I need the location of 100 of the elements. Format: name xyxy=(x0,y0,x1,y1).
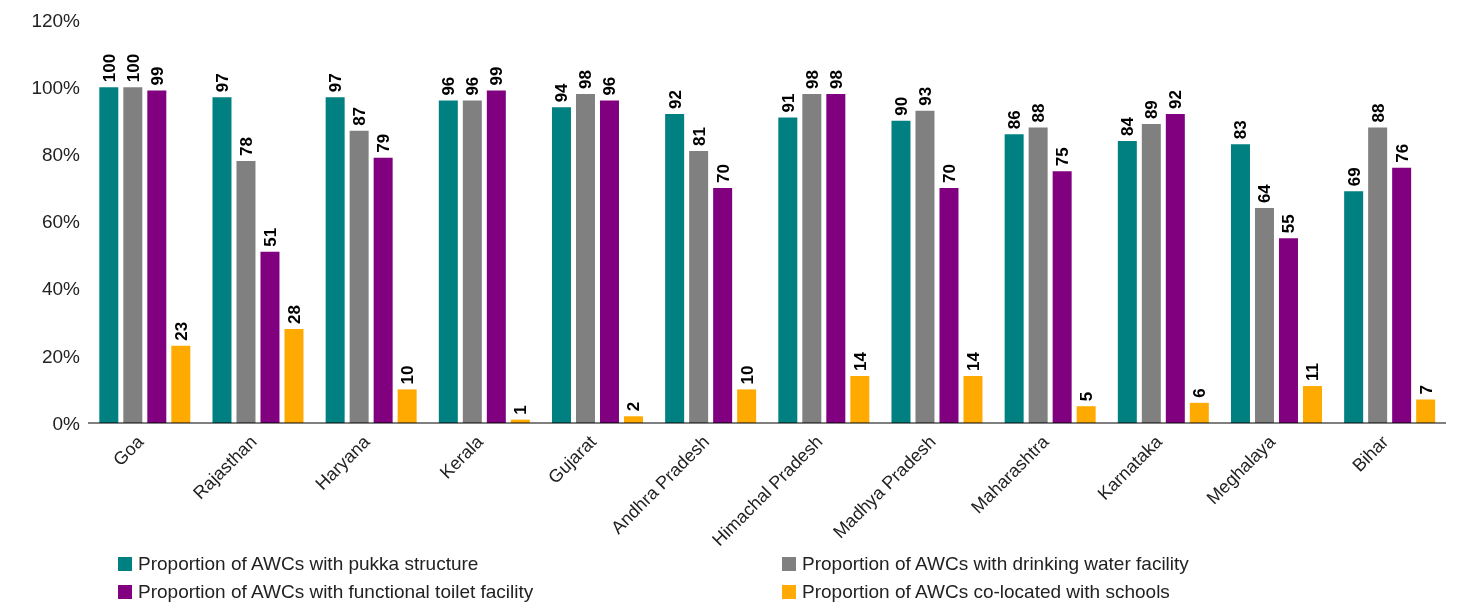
data-label: 91 xyxy=(778,93,798,113)
data-label: 70 xyxy=(939,163,959,183)
data-label: 55 xyxy=(1279,214,1299,234)
bar xyxy=(1278,238,1298,423)
data-label: 93 xyxy=(915,86,935,106)
data-label: 98 xyxy=(576,69,596,89)
y-tick-label: 20% xyxy=(41,345,81,367)
bar xyxy=(1230,144,1250,423)
data-label: 83 xyxy=(1231,120,1251,140)
bar xyxy=(737,389,757,423)
data-label: 81 xyxy=(689,127,709,146)
legend-label: Proportion of AWCs with pukka structure xyxy=(138,553,479,575)
data-label: 96 xyxy=(439,76,459,96)
data-label: 94 xyxy=(552,82,572,103)
data-label: 89 xyxy=(1142,100,1162,120)
x-tick-label: Goa xyxy=(109,430,149,470)
data-label: 5 xyxy=(1077,391,1097,402)
bar xyxy=(575,93,595,423)
legend-label: Proportion of AWCs co-located with schools xyxy=(802,581,1170,603)
data-label: 76 xyxy=(1392,143,1412,163)
data-label: 88 xyxy=(1029,103,1049,123)
bar xyxy=(826,93,846,423)
data-label: 78 xyxy=(236,137,256,157)
bar xyxy=(1117,140,1137,423)
data-label: 14 xyxy=(850,351,870,371)
data-label: 1 xyxy=(511,405,531,415)
data-label: 88 xyxy=(1368,103,1388,123)
bar xyxy=(99,87,119,423)
data-label: 96 xyxy=(600,76,620,96)
data-label: 10 xyxy=(737,365,757,385)
data-label: 97 xyxy=(326,73,346,93)
bar xyxy=(599,100,619,423)
bar xyxy=(665,114,685,423)
data-label: 98 xyxy=(802,69,822,89)
bar xyxy=(438,100,458,423)
bar xyxy=(325,97,345,423)
data-label: 2 xyxy=(624,401,644,412)
data-label: 11 xyxy=(1303,363,1323,382)
data-label: 7 xyxy=(1416,385,1436,395)
legend-label: Proportion of AWCs with drinking water facility xyxy=(802,553,1189,575)
data-label: 96 xyxy=(463,76,483,96)
data-label: 14 xyxy=(963,351,983,371)
data-label: 64 xyxy=(1255,183,1275,204)
y-tick-label: 100% xyxy=(31,76,81,98)
bar xyxy=(802,93,822,423)
bar xyxy=(171,345,191,423)
bar xyxy=(486,90,506,423)
bar xyxy=(891,120,911,423)
bar xyxy=(915,110,935,423)
data-label: 100 xyxy=(99,53,119,83)
data-label: 6 xyxy=(1190,388,1210,398)
bar xyxy=(1189,402,1209,423)
data-label: 84 xyxy=(1118,116,1138,136)
data-label: 23 xyxy=(171,321,191,341)
bar xyxy=(963,375,983,423)
y-tick-label: 120% xyxy=(31,9,81,31)
bar xyxy=(713,187,733,423)
data-label: 90 xyxy=(891,96,911,116)
bar xyxy=(1076,406,1096,423)
bar xyxy=(236,161,256,423)
bar xyxy=(1141,124,1161,423)
y-tick-label: 40% xyxy=(41,278,81,300)
bar xyxy=(1416,399,1436,423)
data-label: 92 xyxy=(1166,90,1186,110)
bar xyxy=(123,87,143,423)
bar xyxy=(778,117,798,423)
bar xyxy=(349,130,369,423)
y-tick-label: 80% xyxy=(41,144,81,166)
data-label: 92 xyxy=(665,90,685,110)
data-label: 87 xyxy=(350,106,370,126)
data-label: 10 xyxy=(398,365,418,385)
bar xyxy=(147,90,167,423)
bar xyxy=(212,97,232,423)
data-label: 99 xyxy=(147,66,167,86)
bar xyxy=(1392,167,1412,423)
data-label: 70 xyxy=(713,163,733,183)
legend-label: Proportion of AWCs with functional toilet facility xyxy=(138,581,534,603)
data-label: 100 xyxy=(123,53,143,83)
bar xyxy=(1368,127,1388,423)
bar xyxy=(1165,114,1185,423)
bar xyxy=(284,328,304,423)
data-label: 98 xyxy=(826,69,846,89)
bar xyxy=(397,389,417,423)
data-label: 51 xyxy=(260,227,280,247)
data-label: 75 xyxy=(1053,147,1073,167)
bar xyxy=(462,100,482,423)
bar xyxy=(850,375,870,423)
bar xyxy=(939,187,959,423)
data-label: 69 xyxy=(1344,167,1364,187)
y-tick-label: 0% xyxy=(52,412,81,434)
data-label: 79 xyxy=(374,133,394,153)
bar xyxy=(551,107,571,423)
y-tick-label: 60% xyxy=(41,211,81,233)
bar xyxy=(1052,171,1072,423)
bar xyxy=(1254,208,1274,423)
bar xyxy=(260,251,280,423)
bar xyxy=(1302,386,1322,423)
data-label: 99 xyxy=(487,66,507,86)
bar xyxy=(1344,191,1364,423)
data-label: 86 xyxy=(1005,110,1025,130)
